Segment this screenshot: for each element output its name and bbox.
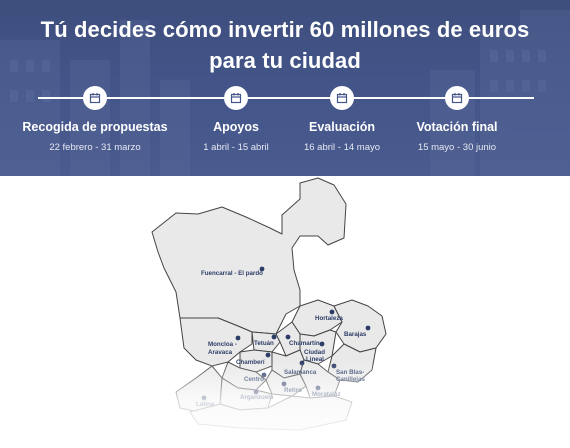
- calendar-icon: [445, 86, 469, 110]
- district-label-fuencarral: Fuencarral - El pardo: [201, 270, 263, 277]
- district-marker[interactable]: [329, 309, 335, 315]
- district-label-arganzuela: Arganzuela: [240, 394, 274, 401]
- district-label-moncloa-2: Aravaca: [208, 349, 233, 356]
- district-marker[interactable]: [299, 360, 305, 366]
- district-map: Fuencarral - El pardo Hortaleza Barajas …: [0, 176, 570, 448]
- district-marker[interactable]: [331, 363, 337, 369]
- district-marker[interactable]: [201, 395, 207, 401]
- district-label-hortaleza: Hortaleza: [315, 315, 343, 322]
- district-marker[interactable]: [319, 341, 325, 347]
- city-skyline-background: [0, 10, 570, 176]
- phase-dates: 22 febrero - 31 marzo: [49, 142, 141, 153]
- district-marker[interactable]: [235, 335, 241, 341]
- phase-name: Evaluación: [309, 120, 375, 134]
- calendar-icon: [330, 86, 354, 110]
- calendar-icon: [224, 86, 248, 110]
- phase-evaluacion: Evaluación 16 abril - 14 mayo: [267, 86, 417, 153]
- district-label-latina: Latina: [196, 401, 215, 408]
- phase-dates: 1 abril - 15 abril: [203, 142, 269, 153]
- district-label-centro: Centro: [244, 376, 264, 383]
- phase-dates: 16 abril - 14 mayo: [303, 142, 381, 153]
- page-title: Tú decides cómo invertir 60 millones de …: [0, 14, 570, 76]
- district-marker[interactable]: [365, 325, 371, 331]
- district-label-ciudad-lineal-1: Ciudad: [304, 349, 325, 356]
- phase-recogida: Recogida de propuestas 22 febrero - 31 m…: [20, 86, 170, 153]
- district-label-chamberi: Chamberí: [236, 359, 265, 366]
- phase-dates: 15 mayo - 30 junio: [417, 142, 497, 153]
- district-barajas[interactable]: [333, 299, 387, 353]
- district-marker[interactable]: [285, 334, 291, 340]
- district-marker[interactable]: [259, 266, 265, 272]
- district-label-retiro: Retiro: [284, 387, 302, 394]
- district-label-moncloa-1: Moncloa -: [208, 341, 237, 348]
- district-label-chamartin: Chamartín: [289, 340, 320, 347]
- district-marker[interactable]: [281, 381, 287, 387]
- district-marker[interactable]: [315, 385, 321, 391]
- phase-apoyos: Apoyos 1 abril - 15 abril: [161, 86, 311, 153]
- district-label-barajas: Barajas: [344, 331, 367, 338]
- district-marker[interactable]: [271, 334, 277, 340]
- title-line-2: para tu ciudad: [209, 48, 361, 73]
- district-label-moratalaz: Moratalaz: [312, 391, 341, 398]
- timeline-line: [38, 97, 534, 99]
- district-label-ciudad-lineal-2: Lineal: [306, 356, 324, 363]
- phase-name: Votación final: [416, 120, 498, 134]
- phase-name: Apoyos: [213, 120, 259, 134]
- district-marker[interactable]: [265, 352, 271, 358]
- district-label-san-blas-1: San Blas-: [336, 369, 364, 376]
- phase-votacion: Votación final 15 mayo - 30 junio: [382, 86, 532, 153]
- phase-name: Recogida de propuestas: [22, 120, 168, 134]
- title-line-1: Tú decides cómo invertir 60 millones de …: [40, 17, 530, 42]
- district-label-salamanca: Salamanca: [284, 369, 317, 376]
- hero-banner: Tú decides cómo invertir 60 millones de …: [0, 0, 570, 176]
- district-label-tetuan: Tetuán: [254, 340, 274, 347]
- calendar-icon: [83, 86, 107, 110]
- district-label-san-blas-2: Canillejas: [336, 376, 365, 383]
